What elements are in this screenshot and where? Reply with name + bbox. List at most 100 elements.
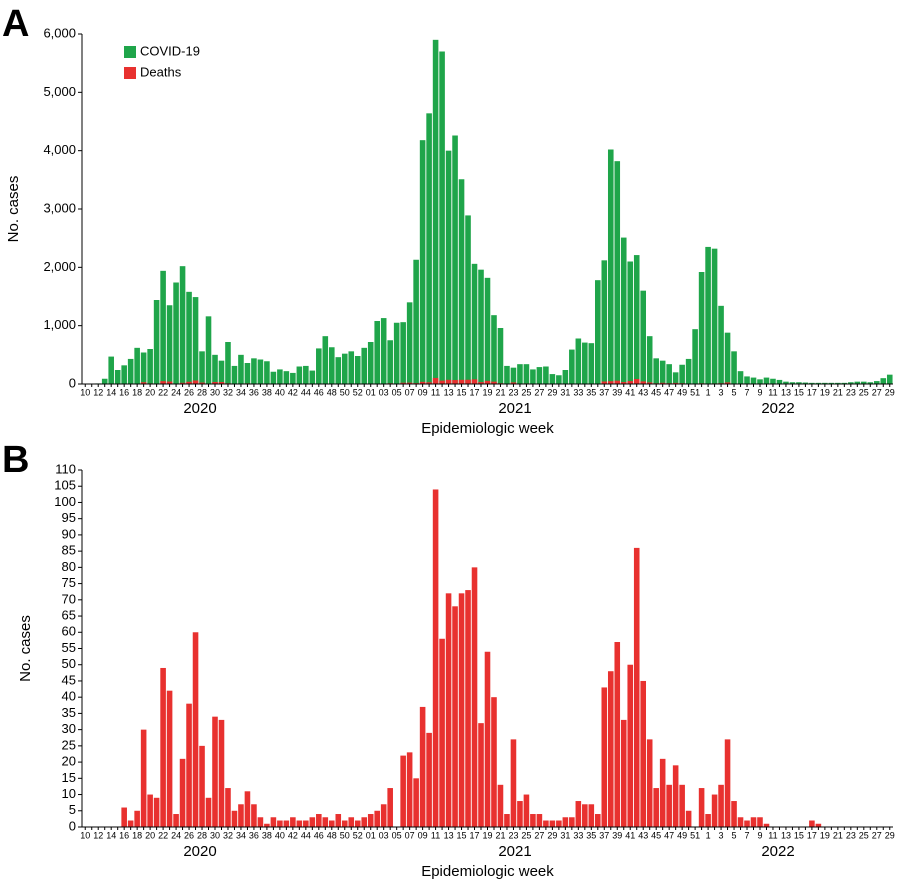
bar [783, 381, 789, 384]
bar [750, 377, 757, 384]
bar [588, 343, 595, 384]
bar [601, 687, 608, 827]
bar [815, 823, 822, 827]
bar [238, 804, 244, 827]
bar [478, 723, 484, 827]
bar [718, 784, 724, 827]
bar [627, 381, 634, 384]
bar [251, 804, 257, 827]
bar [166, 381, 173, 384]
bar [633, 378, 640, 384]
bar [218, 382, 225, 384]
x-tick-label: 38 [262, 387, 272, 397]
bar [192, 632, 199, 827]
x-tick-label: 36 [249, 830, 259, 840]
x-tick-label: 1 [706, 830, 711, 840]
bar [510, 367, 517, 384]
x-tick-label: 1 [706, 387, 711, 397]
y-tick-label: 1,000 [43, 317, 76, 332]
bar [205, 316, 212, 384]
bar [880, 378, 887, 384]
x-tick-label: 25 [859, 387, 869, 397]
bar [445, 379, 452, 384]
bar [575, 801, 582, 827]
x-tick-label: 48 [327, 830, 337, 840]
bar [776, 379, 783, 384]
y-tick-label: 5 [69, 802, 76, 817]
bar [374, 810, 380, 827]
x-tick-label: 18 [132, 387, 142, 397]
y-tick-label: 55 [62, 640, 76, 655]
bar [134, 810, 140, 827]
bar [328, 820, 335, 827]
bar [277, 820, 283, 827]
x-tick-label: 17 [470, 830, 480, 840]
bar [328, 347, 335, 384]
x-tick-label: 20 [145, 387, 155, 397]
bar [763, 377, 770, 384]
bar [179, 266, 186, 384]
bar [724, 382, 731, 384]
x-tick-label: 07 [405, 387, 415, 397]
bar [445, 150, 452, 384]
x-tick-label: 44 [301, 830, 311, 840]
bar [147, 349, 153, 384]
bar [685, 358, 692, 384]
bar [140, 382, 147, 384]
x-tick-label: 49 [677, 387, 687, 397]
bar [244, 363, 251, 384]
bar [341, 353, 348, 384]
bar [322, 817, 329, 827]
x-tick-label: 14 [106, 830, 116, 840]
x-tick-label: 27 [534, 830, 544, 840]
bar [374, 321, 380, 384]
bar [698, 272, 705, 384]
x-tick-label: 22 [158, 387, 168, 397]
x-tick-label: 46 [314, 830, 324, 840]
x-tick-label: 10 [80, 387, 90, 397]
bar [562, 370, 569, 384]
x-tick-label: 09 [418, 387, 428, 397]
y-axis-title: No. cases [5, 176, 22, 243]
x-tick-label: 30 [210, 830, 220, 840]
bar [672, 372, 679, 384]
bar [432, 489, 439, 827]
bar [160, 667, 166, 827]
x-tick-label: 29 [885, 830, 895, 840]
x-tick-label: 25 [521, 830, 531, 840]
x-tick-label: 11 [768, 830, 777, 840]
legend-swatch [124, 46, 136, 58]
bar [607, 381, 614, 384]
x-axis-title: Epidemiologic week [421, 863, 554, 880]
bar [465, 379, 471, 384]
bar [458, 379, 465, 384]
bar [296, 366, 303, 384]
x-tick-label: 36 [249, 387, 259, 397]
bar [348, 817, 355, 827]
x-tick-label: 21 [495, 387, 505, 397]
x-tick-label: 45 [651, 387, 661, 397]
bar [166, 305, 173, 384]
x-tick-label: 23 [508, 387, 518, 397]
bar [393, 322, 400, 384]
bar [711, 794, 718, 827]
bar [199, 382, 205, 384]
bar [705, 814, 711, 827]
bar [153, 797, 160, 827]
bar [582, 342, 588, 384]
x-tick-label: 27 [872, 830, 882, 840]
bar [452, 135, 458, 384]
bar [283, 371, 290, 384]
bar [633, 547, 640, 827]
bar [192, 297, 199, 384]
bar [569, 817, 575, 827]
x-tick-label: 24 [171, 387, 181, 397]
bar [316, 348, 322, 384]
bar [510, 382, 517, 384]
bar [127, 820, 134, 827]
bar [140, 729, 147, 827]
bar [465, 215, 471, 384]
bar [380, 804, 387, 827]
bar [387, 340, 393, 384]
